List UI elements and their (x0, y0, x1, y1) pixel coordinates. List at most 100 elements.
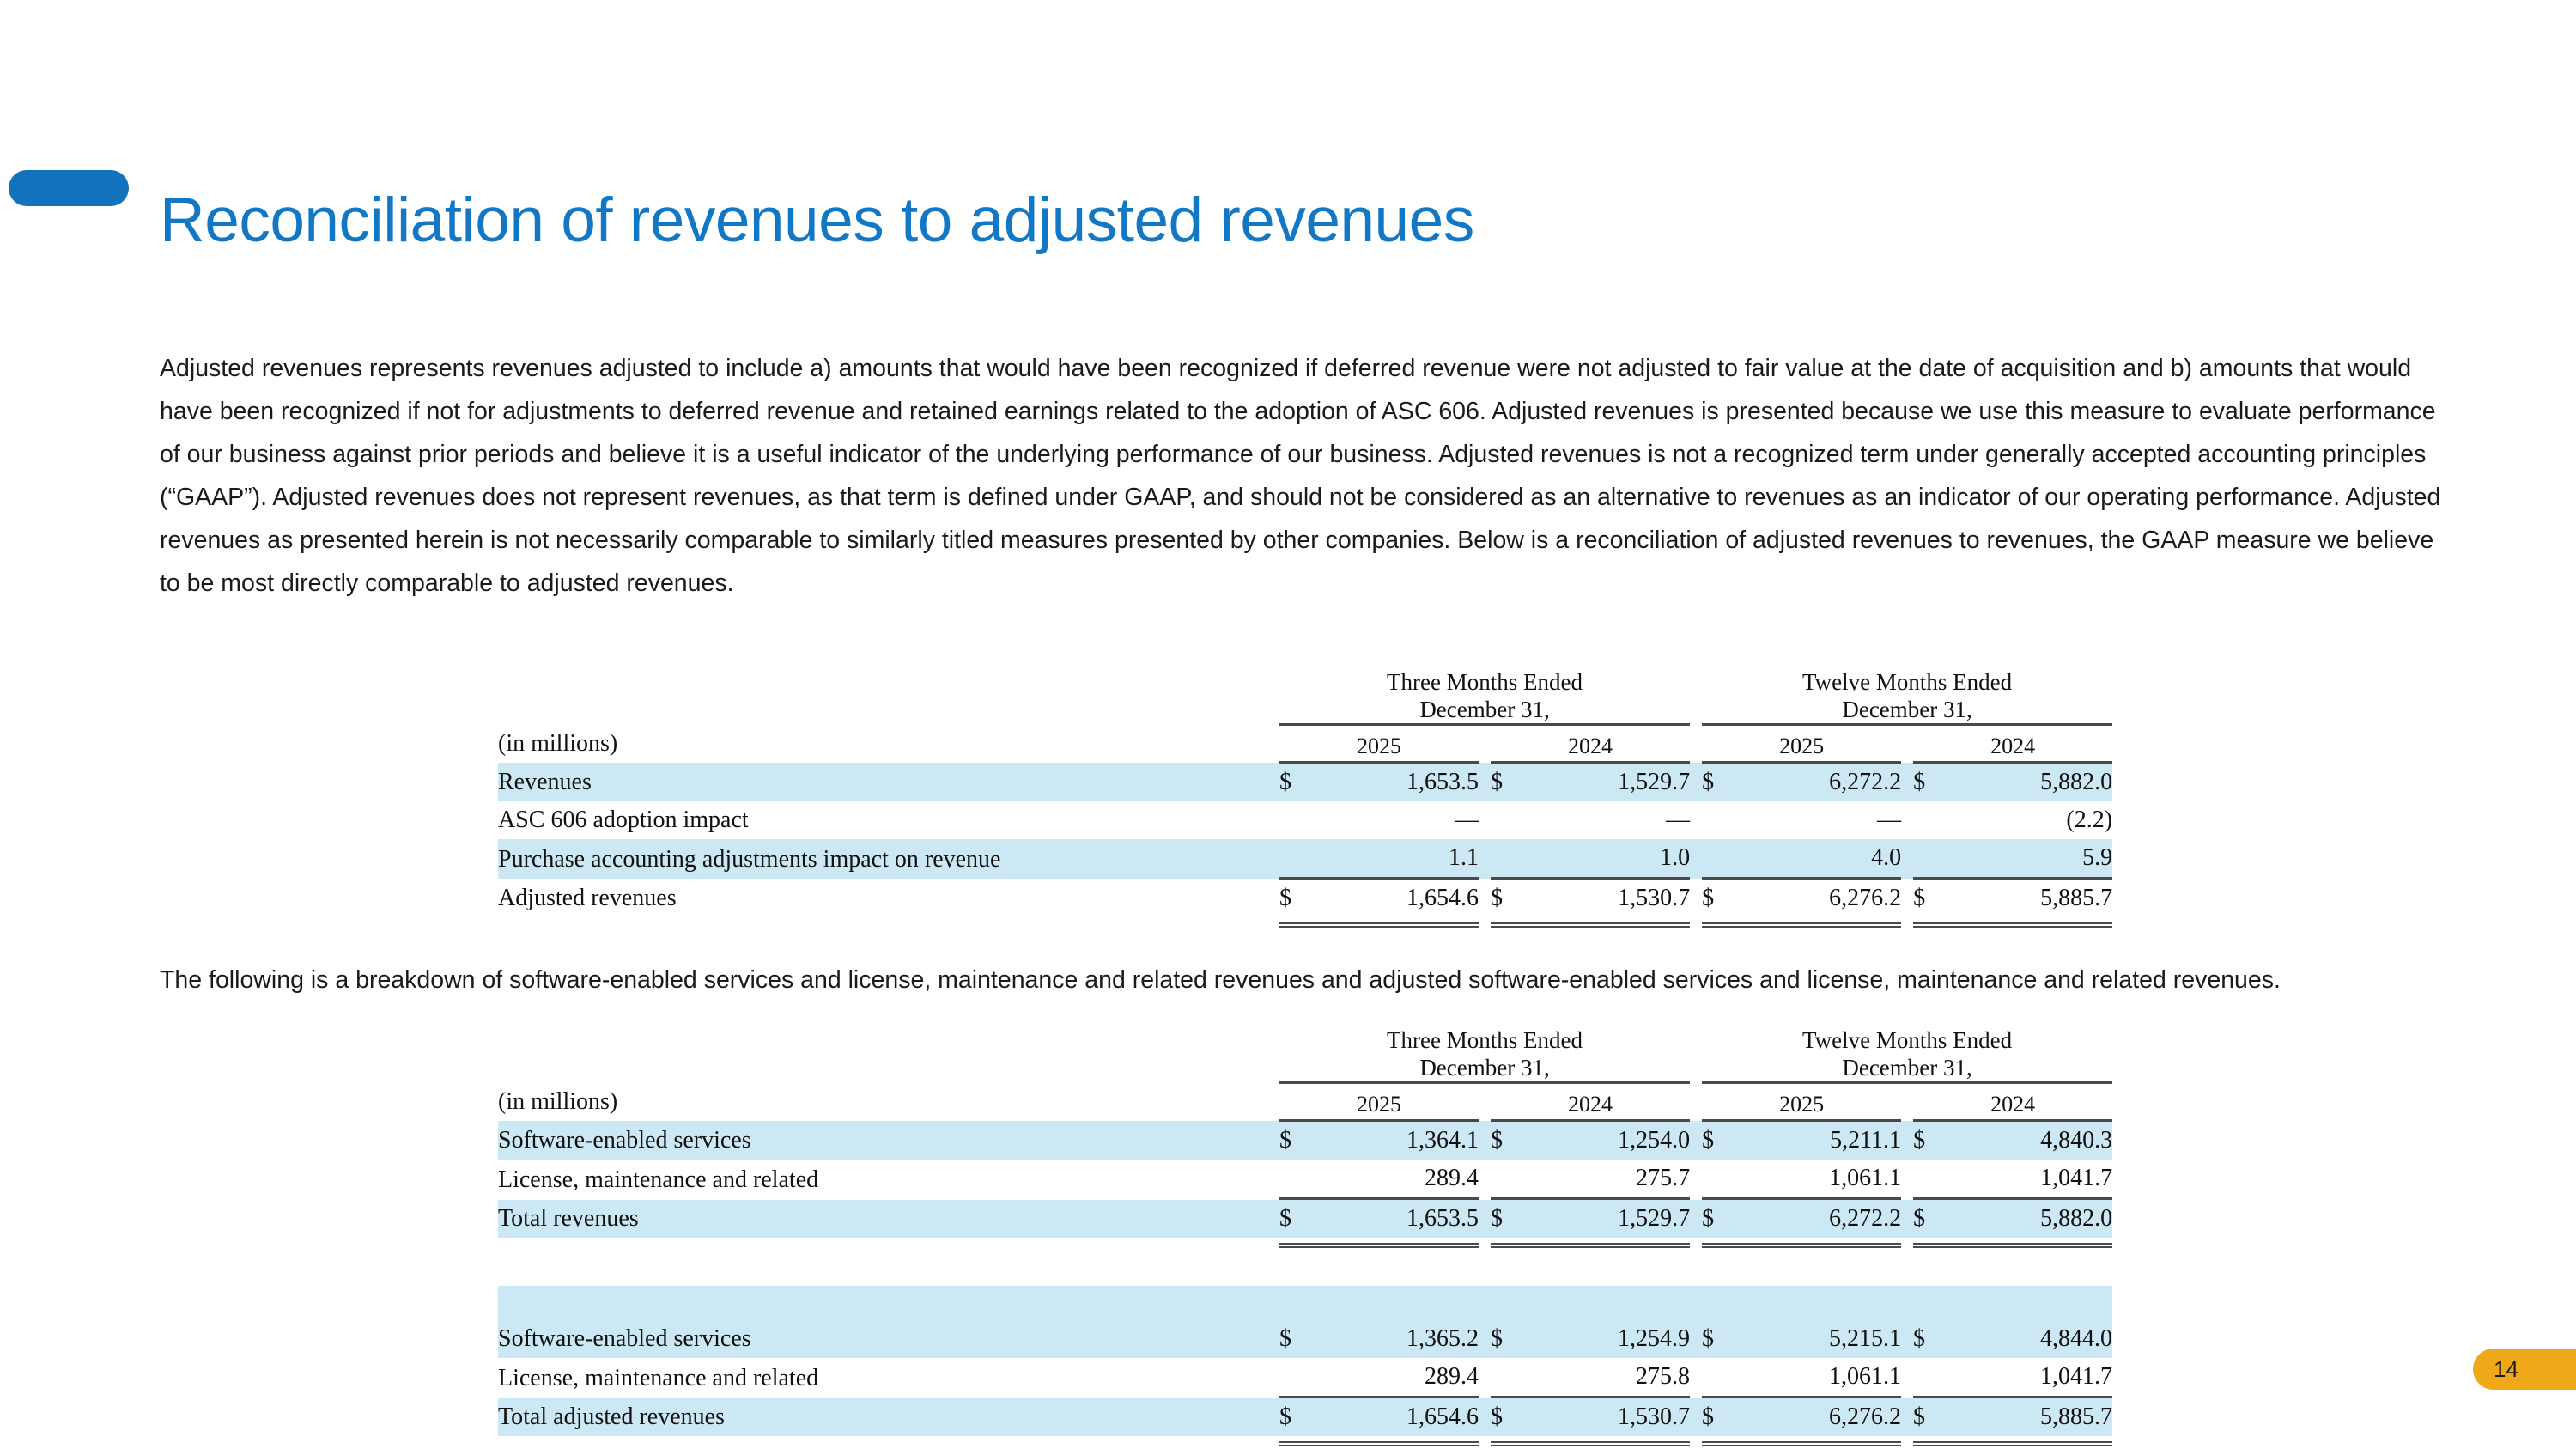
table-row: License, maintenance and related 289.4 275… (498, 1358, 2112, 1397)
cell-value: 1.1 (1324, 839, 1479, 879)
currency-symbol (1491, 801, 1535, 839)
cell-value: 289.4 (1425, 1363, 1479, 1390)
cell-value: — (1666, 807, 1691, 833)
spacer (1479, 1083, 1491, 1121)
cell-value: — (1455, 807, 1479, 833)
currency-symbol: $ (1491, 1200, 1535, 1238)
cell-value: 1,654.6 (1324, 1398, 1479, 1436)
table-body: Revenues $1,653.5 $1,529.7 $6,272.2 $5,882.0… (498, 762, 2113, 928)
table-row: ASC 606 adoption impact — — — (2.2) (498, 801, 2112, 839)
row-label: ASC 606 adoption impact (498, 807, 749, 833)
group-header-twelve-months: Twelve Months Ended December 31, (1702, 1026, 2113, 1084)
year-header-0: 2025 (1279, 1082, 1479, 1122)
cell-value: 1,365.2 (1324, 1320, 1479, 1358)
row-label: Software-enabled services (498, 1120, 1279, 1160)
currency-symbol: $ (1491, 1120, 1535, 1160)
currency-symbol: $ (1279, 1200, 1324, 1238)
currency-symbol: $ (1491, 1320, 1535, 1358)
cell-value: 6,272.2 (1747, 762, 1902, 801)
currency-symbol: $ (1279, 1398, 1324, 1436)
year-header-0: 2025 (1279, 724, 1479, 764)
currency-symbol (1702, 801, 1747, 839)
row-label: Revenues (498, 762, 1279, 801)
spacer (1901, 725, 1913, 763)
currency-symbol: $ (1913, 1398, 1958, 1436)
grand-total-rule-row (498, 1436, 2112, 1446)
cell-value: 4,840.3 (1958, 1120, 2113, 1160)
currency-symbol: $ (1279, 1320, 1324, 1358)
subtotal-rule-row (498, 877, 2113, 880)
page-title: Reconciliation of revenues to adjusted r… (160, 185, 1474, 255)
cell-value: 1,529.7 (1535, 1200, 1691, 1238)
table-row: Total adjusted revenues $1,654.6 $1,530.7 $… (498, 1398, 2112, 1436)
subtotal-rule-row (498, 1396, 2112, 1399)
table-body: Software-enabled services $1,365.2 $1,254.… (498, 1286, 2112, 1446)
currency-symbol (1279, 801, 1324, 839)
row-label: Total adjusted revenues (498, 1398, 1279, 1436)
currency-symbol: $ (1702, 1320, 1747, 1358)
currency-symbol (1491, 839, 1535, 879)
row-label: Purchase accounting adjustments impact o… (498, 839, 1279, 879)
year-header-2: 2025 (1702, 1082, 1902, 1122)
row-label: License, maintenance and related (498, 1364, 819, 1391)
year-header-2: 2025 (1702, 724, 1902, 764)
page-number-badge: 14 (2473, 1349, 2576, 1390)
cell-value: 275.7 (1636, 1165, 1691, 1191)
spacer (1479, 725, 1491, 763)
cell-value: 5,882.0 (1958, 762, 2113, 801)
currency-symbol: $ (1913, 762, 1959, 801)
revenue-breakdown-table: Three Months Ended December 31, Twelve M… (498, 1026, 2113, 1248)
spacer (1690, 725, 1702, 763)
table-header: Three Months Ended December 31, Twelve M… (498, 668, 2113, 764)
table-row: Revenues $1,653.5 $1,529.7 $6,272.2 $5,882.0 (498, 762, 2113, 801)
currency-symbol (1702, 839, 1747, 879)
cell-value: 6,276.2 (1747, 1398, 1901, 1436)
currency-symbol: $ (1913, 1200, 1959, 1238)
cell-value: — (1877, 807, 1902, 833)
cell-value: 289.4 (1425, 1165, 1479, 1191)
currency-symbol: $ (1279, 762, 1324, 801)
currency-symbol (1491, 1358, 1535, 1397)
cell-value: 275.8 (1636, 1363, 1690, 1390)
group-header-three-months: Three Months Ended December 31, (1279, 1026, 1691, 1084)
year-header-1: 2024 (1491, 724, 1691, 764)
cell-value: 1,653.5 (1324, 1200, 1479, 1238)
cell-value: 5,215.1 (1747, 1320, 1901, 1358)
year-header-row: (in millions) 2025 2024 2025 2024 (498, 1082, 2113, 1122)
currency-symbol: $ (1279, 1120, 1324, 1160)
currency-symbol: $ (1491, 885, 1503, 911)
cell-value: 1.0 (1535, 839, 1691, 879)
currency-symbol: $ (1702, 1200, 1747, 1238)
cell-value: 5,885.7 (2040, 885, 2113, 911)
currency-symbol (1913, 839, 1959, 879)
cell-value: 1,061.1 (1829, 1165, 1902, 1191)
currency-symbol: $ (1913, 885, 1926, 911)
cell-value: 1,254.9 (1535, 1320, 1690, 1358)
table-row: Total revenues $1,653.5 $1,529.7 $6,272.2 $5… (498, 1200, 2113, 1238)
currency-symbol (1913, 801, 1958, 839)
cell-value: 1,364.1 (1324, 1120, 1479, 1160)
cell-value: 5,882.0 (1958, 1200, 2113, 1238)
cell-value: 1,530.7 (1535, 1398, 1690, 1436)
spacer (1690, 1083, 1702, 1121)
spacer (1690, 668, 1702, 725)
breakdown-paragraph: The following is a breakdown of software… (160, 965, 2281, 994)
units-label: (in millions) (498, 729, 618, 757)
group-header-twelve-months: Twelve Months Ended December 31, (1702, 668, 2113, 726)
currency-symbol (1279, 839, 1324, 879)
table-row: Adjusted revenues $1,654.6 $1,530.7 $6,276.… (498, 880, 2112, 917)
currency-symbol (1913, 1358, 1958, 1397)
adjusted-breakdown-table: Software-enabled services $1,365.2 $1,254.… (498, 1286, 2112, 1446)
year-header-3: 2024 (1913, 724, 2113, 764)
spacer (1901, 1083, 1913, 1121)
subtotal-rule-row (498, 1197, 2113, 1201)
table-row: License, maintenance and related 289.4 275… (498, 1160, 2112, 1199)
cell-value: 1,254.0 (1535, 1120, 1691, 1160)
currency-symbol: $ (1702, 1398, 1747, 1436)
cell-value: 6,272.2 (1747, 1200, 1902, 1238)
cell-value: 1,041.7 (2040, 1165, 2113, 1191)
spacer (498, 668, 1279, 725)
year-header-3: 2024 (1913, 1082, 2113, 1122)
cell-value: 1,654.6 (1406, 885, 1479, 911)
table-spacer-row (498, 1286, 2112, 1320)
